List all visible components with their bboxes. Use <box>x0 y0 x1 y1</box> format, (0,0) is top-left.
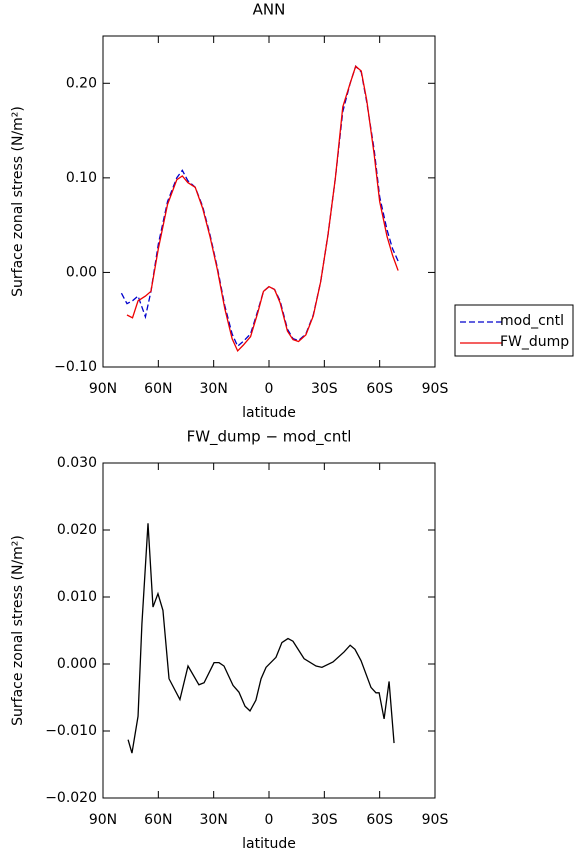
x-axis-label: latitude <box>242 836 296 851</box>
legend-box <box>454 304 574 357</box>
y-tick-label: 0.020 <box>57 522 97 538</box>
x-tick-label: 90N <box>89 381 117 397</box>
y-tick-label: 0.10 <box>66 170 97 186</box>
x-axis-label: latitude <box>242 405 296 421</box>
x-tick-label: 60N <box>144 381 172 397</box>
x-tick-label: 90N <box>89 812 117 828</box>
legend-label: FW_dump <box>500 334 569 350</box>
chart-title: FW_dump − mod_cntl <box>187 428 352 447</box>
legend-label: mod_cntl <box>500 313 564 329</box>
y-tick-label: 0.000 <box>57 656 97 672</box>
plot-frame <box>102 462 436 799</box>
y-tick-label: 0.010 <box>57 589 97 605</box>
x-tick-label: 60S <box>366 812 393 828</box>
x-tick-label: 0 <box>265 812 274 828</box>
x-tick-label: 90S <box>422 381 449 397</box>
y-tick-label: 0.00 <box>66 264 97 280</box>
y-tick-label: 0.030 <box>57 455 97 471</box>
x-tick-label: 90S <box>422 812 449 828</box>
x-tick-label: 0 <box>265 381 274 397</box>
y-tick-label: 0.20 <box>66 75 97 91</box>
plot-frame <box>102 35 436 368</box>
x-tick-label: 30N <box>200 812 228 828</box>
data-line <box>126 65 399 353</box>
y-axis-label: Surface zonal stress (N/m²) <box>10 535 26 726</box>
y-tick-label: −0.020 <box>45 790 97 806</box>
x-tick-label: 30S <box>311 812 338 828</box>
y-tick-label: −0.10 <box>54 359 97 375</box>
chart-title: ANN <box>253 1 286 19</box>
data-line <box>127 523 395 754</box>
x-tick-label: 30S <box>311 381 338 397</box>
y-axis-label: Surface zonal stress (N/m²) <box>10 106 26 297</box>
y-tick-label: −0.010 <box>45 723 97 739</box>
x-tick-label: 30N <box>200 381 228 397</box>
x-tick-label: 60N <box>144 812 172 828</box>
x-tick-label: 60S <box>366 381 393 397</box>
